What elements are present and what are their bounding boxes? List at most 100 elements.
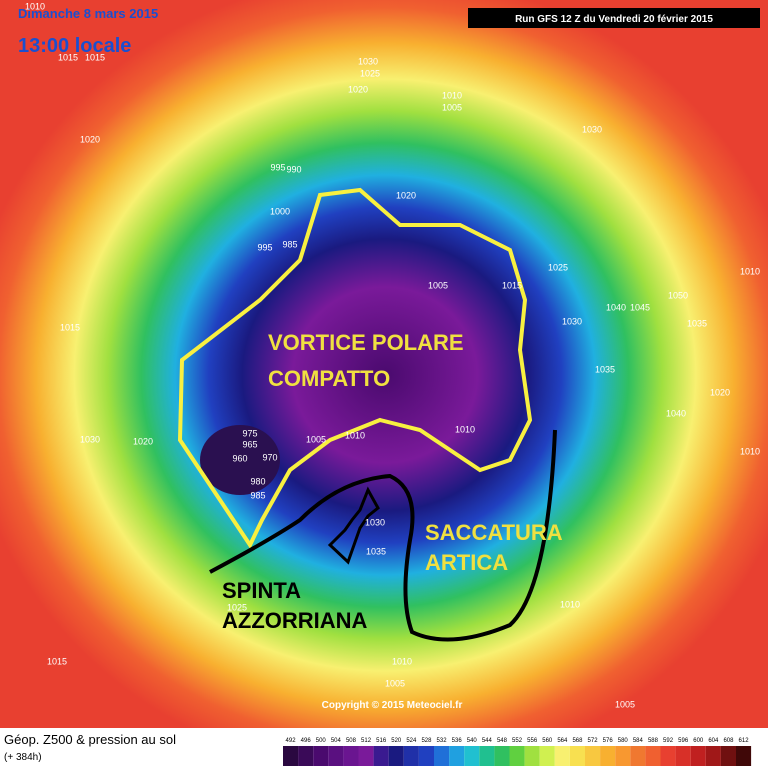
colorbar-swatch — [418, 746, 434, 766]
colorbar-swatch — [283, 746, 299, 766]
colorbar-swatch — [600, 746, 616, 766]
annotation: ARTICA — [425, 550, 508, 575]
isobar-label: 1015 — [58, 52, 78, 62]
colorbar-label: 552 — [512, 738, 523, 744]
colorbar-label: 560 — [542, 738, 553, 744]
annotation: AZZORRIANA — [222, 608, 368, 633]
colorbar-swatch — [509, 746, 525, 766]
isobar-label: 1015 — [47, 656, 67, 666]
colorbar-label: 536 — [452, 738, 463, 744]
colorbar-label: 588 — [648, 738, 659, 744]
isobar-label: 1035 — [595, 364, 615, 374]
colorbar-label: 600 — [693, 738, 704, 744]
time: 13:00 locale — [18, 35, 131, 57]
isobar-label: 1050 — [668, 290, 688, 300]
colorbar-label: 572 — [588, 738, 599, 744]
colorbar-swatch — [736, 746, 752, 766]
isobar-label: 1000 — [270, 206, 290, 216]
colorbar-swatch — [539, 746, 555, 766]
isobar-label: 965 — [242, 439, 257, 449]
isobar-label: 995 — [270, 162, 285, 172]
colorbar-label: 580 — [618, 738, 629, 744]
colorbar-label: 584 — [633, 738, 644, 744]
isobar-label: 1015 — [60, 322, 80, 332]
footer-lead: (+ 384h) — [4, 752, 42, 763]
isobar-label: 1005 — [306, 434, 326, 444]
isobar-label: 1030 — [80, 434, 100, 444]
isobar-label: 1035 — [366, 546, 386, 556]
colorbar-label: 532 — [437, 738, 448, 744]
colorbar-label: 504 — [331, 738, 342, 744]
isobar-label: 1030 — [562, 316, 582, 326]
colorbar-swatch — [690, 746, 706, 766]
colorbar-swatch — [675, 746, 691, 766]
colorbar-swatch — [645, 746, 661, 766]
colorbar-label: 512 — [361, 738, 372, 744]
colorbar-swatch — [705, 746, 721, 766]
run-box — [468, 8, 760, 28]
colorbar-label: 516 — [376, 738, 387, 744]
trough-line — [209, 429, 557, 642]
isobar-label: 1005 — [442, 102, 462, 112]
isobar-label: 975 — [242, 428, 257, 438]
colorbar-label: 524 — [406, 738, 417, 744]
colorbar-label: 492 — [286, 738, 297, 744]
colorbar-swatch — [720, 746, 736, 766]
colorbar-swatch — [298, 746, 314, 766]
isobar-label: 1010 — [442, 90, 462, 100]
isobar-label: 985 — [250, 490, 265, 500]
isobar-label: 1030 — [582, 124, 602, 134]
isobar-label: 1010 — [25, 1, 45, 11]
colorbar-swatch — [343, 746, 359, 766]
colorbar-label: 608 — [723, 738, 734, 744]
vortex-outline — [177, 187, 533, 550]
annotation: COMPATTO — [268, 366, 390, 391]
isobar-label: 1025 — [360, 68, 380, 78]
isobar-label: 960 — [232, 453, 247, 463]
isobar-label: 1010 — [740, 446, 760, 456]
isobar-label: 1035 — [687, 318, 707, 328]
low-core — [200, 425, 280, 495]
isobar-label: 1025 — [548, 262, 568, 272]
isobar-label: 1030 — [358, 56, 378, 66]
isobar-label: 1045 — [630, 302, 650, 312]
colorbar-label: 604 — [708, 738, 719, 744]
colorbar-swatch — [449, 746, 465, 766]
isobar-label: 1010 — [345, 430, 365, 440]
isobar-label: 1020 — [396, 190, 416, 200]
colorbar-label: 540 — [467, 738, 478, 744]
colorbar-swatch — [569, 746, 585, 766]
colorbar-swatch — [313, 746, 329, 766]
colorbar-swatch — [373, 746, 389, 766]
colorbar-label: 508 — [346, 738, 357, 744]
colorbar-swatch — [434, 746, 450, 766]
colorbar-label: 520 — [391, 738, 402, 744]
isobar-label: 970 — [262, 452, 277, 462]
colorbar-label: 592 — [663, 738, 674, 744]
footer-title: Géop. Z500 & pression au sol — [4, 732, 176, 747]
colorbar-swatch — [630, 746, 646, 766]
isobar-label: 1020 — [80, 134, 100, 144]
colorbar-label: 596 — [678, 738, 689, 744]
copyright: Copyright © 2015 Meteociel.fr — [322, 700, 463, 711]
isobar-label: 990 — [286, 164, 301, 174]
isobar-label: 1015 — [85, 52, 105, 62]
isobar-label: 1015 — [502, 280, 522, 290]
annotation: SACCATURA — [425, 520, 563, 545]
colorbar-swatch — [524, 746, 540, 766]
isobar-label: 995 — [257, 242, 272, 252]
push-arrow — [327, 486, 380, 565]
colorbar-label: 564 — [557, 738, 568, 744]
isobar-label: 1040 — [606, 302, 626, 312]
isobar-label: 1005 — [385, 678, 405, 688]
colorbar-label: 544 — [482, 738, 493, 744]
isobar-label: 980 — [250, 476, 265, 486]
colorbar-swatch — [615, 746, 631, 766]
colorbar-label: 612 — [739, 738, 750, 744]
colorbar-label: 576 — [603, 738, 614, 744]
isobar-label: 1030 — [365, 517, 385, 527]
isobar-label: 1010 — [560, 599, 580, 609]
colorbar-swatch — [358, 746, 374, 766]
